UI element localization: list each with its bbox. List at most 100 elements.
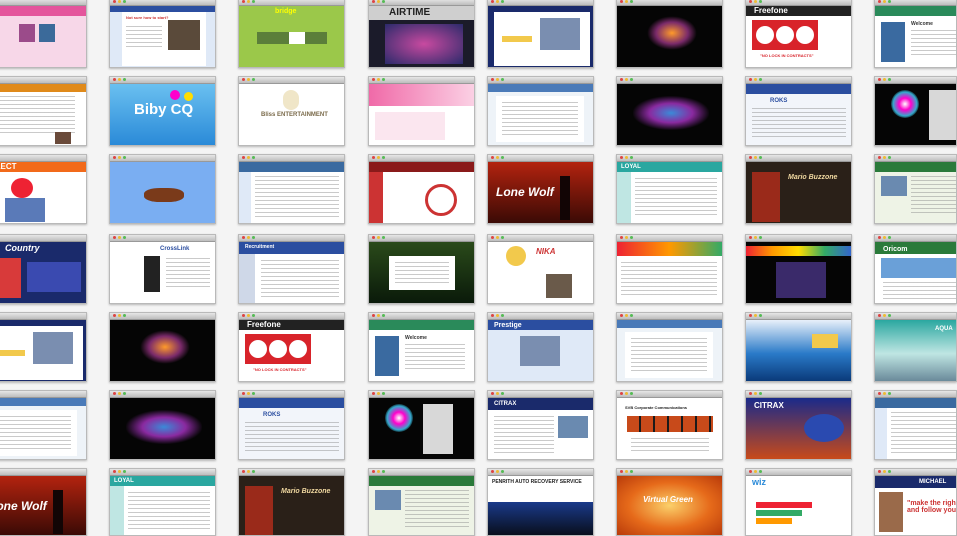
- site-screenshot: LOYAL: [617, 162, 722, 223]
- website-thumbnail[interactable]: [368, 390, 475, 460]
- website-thumbnail[interactable]: Oricom: [874, 234, 957, 304]
- offer-badge: [289, 340, 307, 358]
- website-thumbnail[interactable]: Welcome: [874, 0, 957, 68]
- website-thumbnail[interactable]: Mario Buzzone: [745, 154, 852, 224]
- website-thumbnail[interactable]: [874, 390, 957, 460]
- site-screenshot: Freefone "NO LOCK IN CONTRACTS": [746, 6, 851, 67]
- browser-chrome: [0, 391, 86, 398]
- website-thumbnail[interactable]: PENRITH AUTO RECOVERY SERVICE: [487, 468, 594, 536]
- website-thumbnail[interactable]: [0, 312, 87, 382]
- website-thumbnail[interactable]: [368, 154, 475, 224]
- browser-chrome: [369, 469, 474, 476]
- website-thumbnail[interactable]: [109, 312, 216, 382]
- website-thumbnail[interactable]: ROKS: [745, 76, 852, 146]
- text-lines: [0, 96, 75, 136]
- website-thumbnail[interactable]: NIKA: [487, 234, 594, 304]
- browser-chrome: [369, 77, 474, 84]
- website-thumbnail[interactable]: [874, 76, 957, 146]
- browser-chrome: [488, 235, 593, 242]
- browser-chrome: [746, 155, 851, 162]
- website-thumbnail[interactable]: Lone Wolf: [487, 154, 594, 224]
- site-screenshot: CITRAX: [746, 398, 851, 459]
- website-thumbnail[interactable]: [616, 0, 723, 68]
- site-screenshot: [369, 476, 474, 535]
- site-screenshot: [110, 320, 215, 381]
- website-thumbnail[interactable]: [238, 154, 345, 224]
- sidebar: [239, 172, 251, 223]
- browser-chrome: [110, 235, 215, 242]
- website-thumbnail[interactable]: Welcome: [368, 312, 475, 382]
- website-thumbnail[interactable]: Not sure how to start?: [109, 0, 216, 68]
- website-thumbnail[interactable]: Country: [0, 234, 87, 304]
- browser-chrome: [239, 313, 344, 320]
- site-photo: [520, 336, 560, 366]
- website-thumbnail[interactable]: [0, 76, 87, 146]
- website-thumbnail[interactable]: [745, 312, 852, 382]
- website-thumbnail[interactable]: [874, 154, 957, 224]
- website-thumbnail[interactable]: Recruitment: [238, 234, 345, 304]
- website-thumbnail[interactable]: LOYAL: [109, 468, 216, 536]
- website-thumbnail[interactable]: Lone Wolf: [0, 468, 87, 536]
- browser-chrome: [488, 155, 593, 162]
- website-thumbnail[interactable]: bridge: [238, 0, 345, 68]
- site-image: [39, 24, 55, 42]
- stage-graphic: [633, 96, 709, 130]
- website-thumbnail[interactable]: Freefone "NO LOCK IN CONTRACTS": [745, 0, 852, 68]
- text-lines: [395, 262, 449, 284]
- website-thumbnail[interactable]: Freefone "NO LOCK IN CONTRACTS": [238, 312, 345, 382]
- firework-graphic: [647, 16, 697, 50]
- browser-chrome: [369, 0, 474, 6]
- site-logo: AIRTIME: [389, 7, 431, 18]
- website-thumbnail[interactable]: Mario Buzzone: [238, 468, 345, 536]
- website-thumbnail[interactable]: [616, 234, 723, 304]
- website-thumbnail[interactable]: SELECT: [0, 154, 87, 224]
- website-thumbnail[interactable]: AQUA: [874, 312, 957, 382]
- website-thumbnail[interactable]: [616, 76, 723, 146]
- browser-chrome: [110, 77, 215, 84]
- website-thumbnail[interactable]: ROKS: [238, 390, 345, 460]
- website-thumbnail[interactable]: Biby CQ: [109, 76, 216, 146]
- website-thumbnail[interactable]: MICHAEL "make the right choi and follow y…: [874, 468, 957, 536]
- site-photo: [5, 198, 45, 222]
- site-screenshot: [746, 242, 851, 303]
- website-thumbnail[interactable]: LOYAL: [616, 154, 723, 224]
- website-thumbnail[interactable]: [368, 76, 475, 146]
- website-thumbnail[interactable]: CITRAX: [745, 390, 852, 460]
- website-thumbnail[interactable]: AIRTIME: [368, 0, 475, 68]
- website-thumbnail[interactable]: [368, 234, 475, 304]
- website-thumbnail[interactable]: [487, 76, 594, 146]
- website-thumbnail[interactable]: [109, 390, 216, 460]
- website-thumbnail[interactable]: wiz: [745, 468, 852, 536]
- website-thumbnail[interactable]: CITRAX: [487, 390, 594, 460]
- website-thumbnail[interactable]: [368, 468, 475, 536]
- website-thumbnail[interactable]: [0, 390, 87, 460]
- website-thumbnail[interactable]: [616, 312, 723, 382]
- site-screenshot: Lone Wolf: [0, 476, 86, 535]
- text-lines: [911, 30, 956, 58]
- site-quote: "make the right choi and follow your h: [907, 500, 956, 514]
- website-thumbnail[interactable]: Bliss ENTERTAINMENT: [238, 76, 345, 146]
- site-screenshot: AIRTIME: [369, 6, 474, 67]
- sidebar: [617, 172, 631, 223]
- website-thumbnail[interactable]: Virtual Green: [616, 468, 723, 536]
- site-screenshot: [369, 84, 474, 145]
- website-thumbnail[interactable]: [0, 0, 87, 68]
- website-thumbnail[interactable]: CrossLink: [109, 234, 216, 304]
- site-screenshot: Country: [0, 242, 86, 303]
- site-hero: [385, 24, 463, 64]
- website-thumbnail[interactable]: [487, 0, 594, 68]
- site-header: [875, 398, 956, 408]
- site-graphic: [144, 188, 184, 202]
- site-screenshot: CITRAX: [488, 398, 593, 459]
- text-lines: [261, 260, 339, 300]
- website-thumbnail[interactable]: SVB Corporate Communications: [616, 390, 723, 460]
- website-thumbnail[interactable]: [109, 154, 216, 224]
- browser-chrome: [369, 235, 474, 242]
- site-banner: [488, 502, 593, 535]
- browser-chrome: [369, 155, 474, 162]
- website-thumbnail[interactable]: [745, 234, 852, 304]
- site-logo: wiz: [752, 477, 767, 487]
- website-thumbnail[interactable]: Prestige: [487, 312, 594, 382]
- filmstrip-graphic: [627, 416, 713, 432]
